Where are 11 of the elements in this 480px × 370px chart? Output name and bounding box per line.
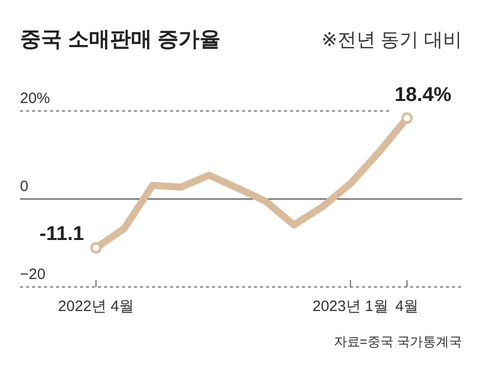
y-tick-label: 20% <box>20 90 50 107</box>
text: 자료=중국 국가통계국 <box>334 334 462 349</box>
data-label: -11.1 <box>40 222 84 245</box>
data-label: 18.4% <box>394 84 452 106</box>
chart-title: 중국 소매판매 증가율 <box>20 28 221 51</box>
chart-subtitle: ※전년 동기 대비 <box>322 30 462 51</box>
x-tick-label: 2022년 4월 <box>58 298 134 315</box>
y-tick-label: −20 <box>20 266 46 283</box>
x-tick-label: 4월 <box>395 298 419 315</box>
y-tick-label: 0 <box>20 178 28 195</box>
x-tick-label: 2023년 1월 <box>312 298 388 315</box>
